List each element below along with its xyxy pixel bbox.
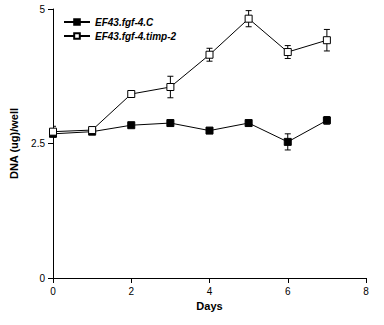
svg-text:4: 4 [207, 286, 213, 297]
svg-text:Days: Days [196, 300, 222, 312]
svg-text:0: 0 [50, 286, 56, 297]
svg-text:2.5: 2.5 [31, 138, 45, 149]
svg-text:EF43.fgf-4.timp-2: EF43.fgf-4.timp-2 [95, 31, 177, 42]
svg-text:8: 8 [363, 286, 369, 297]
svg-text:6: 6 [285, 286, 291, 297]
svg-text:2: 2 [128, 286, 134, 297]
svg-text:EF43.fgf-4.C: EF43.fgf-4.C [95, 17, 154, 28]
svg-text:5: 5 [39, 4, 45, 15]
svg-text:0: 0 [39, 273, 45, 284]
svg-text:DNA (ug)/well: DNA (ug)/well [8, 108, 20, 179]
